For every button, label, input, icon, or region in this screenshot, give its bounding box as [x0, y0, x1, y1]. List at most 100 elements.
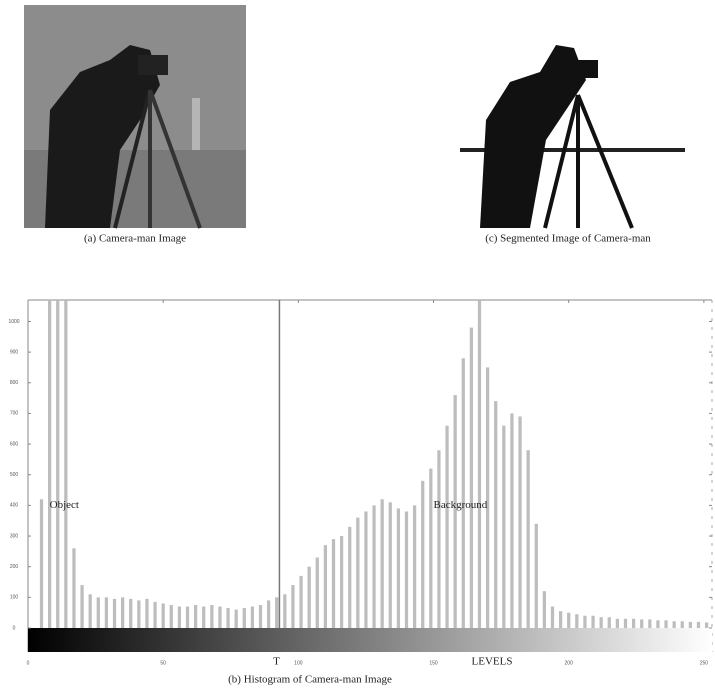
x-tick-label: 100 — [294, 660, 303, 666]
bar — [600, 617, 603, 628]
bar — [308, 567, 311, 628]
bar — [429, 469, 432, 628]
bar — [145, 599, 148, 628]
bar — [72, 548, 75, 628]
bar — [121, 597, 124, 628]
bar — [397, 508, 400, 628]
bar — [299, 576, 302, 628]
bar — [316, 557, 319, 628]
bar — [445, 426, 448, 628]
annotation: Background — [434, 499, 488, 511]
image-caption: (a) Camera-man Image — [84, 233, 186, 245]
y-tick-label: 300 — [10, 533, 19, 539]
bar — [413, 505, 416, 628]
bar — [697, 622, 700, 628]
figure: (a) Camera-man Image (c) Segmented Image… — [0, 0, 715, 691]
bar — [48, 199, 51, 628]
bar — [267, 600, 270, 628]
bar — [575, 614, 578, 628]
threshold-label: T — [273, 656, 280, 668]
bar — [656, 620, 659, 628]
bar — [162, 603, 165, 628]
bar — [462, 358, 465, 628]
bar — [640, 619, 643, 628]
bar — [437, 450, 440, 628]
bar — [510, 413, 513, 628]
bar — [535, 524, 538, 628]
x-axis-label: LEVELS — [472, 656, 513, 668]
bar — [105, 597, 108, 628]
bar — [80, 585, 83, 628]
bar — [129, 599, 132, 628]
bar — [583, 616, 586, 628]
bar — [218, 607, 221, 628]
bar — [226, 608, 229, 628]
bar — [470, 328, 473, 628]
bar — [210, 605, 213, 628]
gray-level-bar — [28, 628, 712, 652]
bar — [494, 401, 497, 628]
bar — [364, 512, 367, 628]
bar — [97, 597, 100, 628]
bar — [632, 619, 635, 628]
bar — [502, 426, 505, 628]
bar — [170, 605, 173, 628]
bar — [56, 199, 59, 628]
y-tick-label: 500 — [10, 472, 19, 478]
image-caption: (c) Segmented Image of Camera-man — [485, 233, 651, 245]
x-tick-label: 250 — [700, 660, 709, 666]
bar — [681, 621, 684, 628]
bar — [40, 499, 43, 628]
bar — [235, 610, 238, 628]
bar — [705, 622, 708, 628]
bar — [348, 527, 351, 628]
bar — [624, 619, 627, 628]
y-tick-label: 600 — [10, 441, 19, 447]
bar — [89, 594, 92, 628]
bar — [113, 599, 116, 628]
bar — [648, 619, 651, 628]
bar — [551, 607, 554, 628]
bar — [673, 621, 676, 628]
bar — [178, 607, 181, 628]
x-tick-label: 150 — [429, 660, 438, 666]
bar — [591, 616, 594, 628]
x-tick-label: 200 — [565, 660, 574, 666]
bar — [275, 597, 278, 628]
bar — [389, 502, 392, 628]
bar — [64, 199, 67, 628]
y-tick-label: 400 — [10, 503, 19, 509]
bar — [259, 605, 262, 628]
bar — [518, 416, 521, 628]
x-tick-label: 50 — [160, 660, 166, 666]
bar — [381, 499, 384, 628]
bar — [421, 481, 424, 628]
chart-title: (b) Histogram of Camera-man Image — [228, 674, 392, 686]
bar — [340, 536, 343, 628]
bar — [137, 600, 140, 628]
y-tick-label: 200 — [10, 564, 19, 570]
bar — [543, 591, 546, 628]
bar — [194, 605, 197, 628]
bar — [405, 512, 408, 628]
bar — [243, 608, 246, 628]
bar — [559, 611, 562, 628]
y-tick-label: 0 — [13, 625, 16, 631]
bar — [372, 505, 375, 628]
segmented-image — [455, 38, 688, 228]
bar — [324, 545, 327, 628]
annotation: Object — [50, 499, 79, 511]
bar — [291, 585, 294, 628]
bar — [486, 367, 489, 628]
y-tick-label: 100 — [10, 595, 19, 601]
bar — [664, 620, 667, 628]
bar — [356, 518, 359, 628]
bars — [40, 199, 708, 628]
bar — [567, 613, 570, 628]
bar — [186, 607, 189, 628]
bar — [608, 617, 611, 628]
bar — [616, 619, 619, 628]
x-tick-label: 0 — [27, 660, 30, 666]
bar — [153, 602, 156, 628]
bar — [478, 291, 481, 628]
